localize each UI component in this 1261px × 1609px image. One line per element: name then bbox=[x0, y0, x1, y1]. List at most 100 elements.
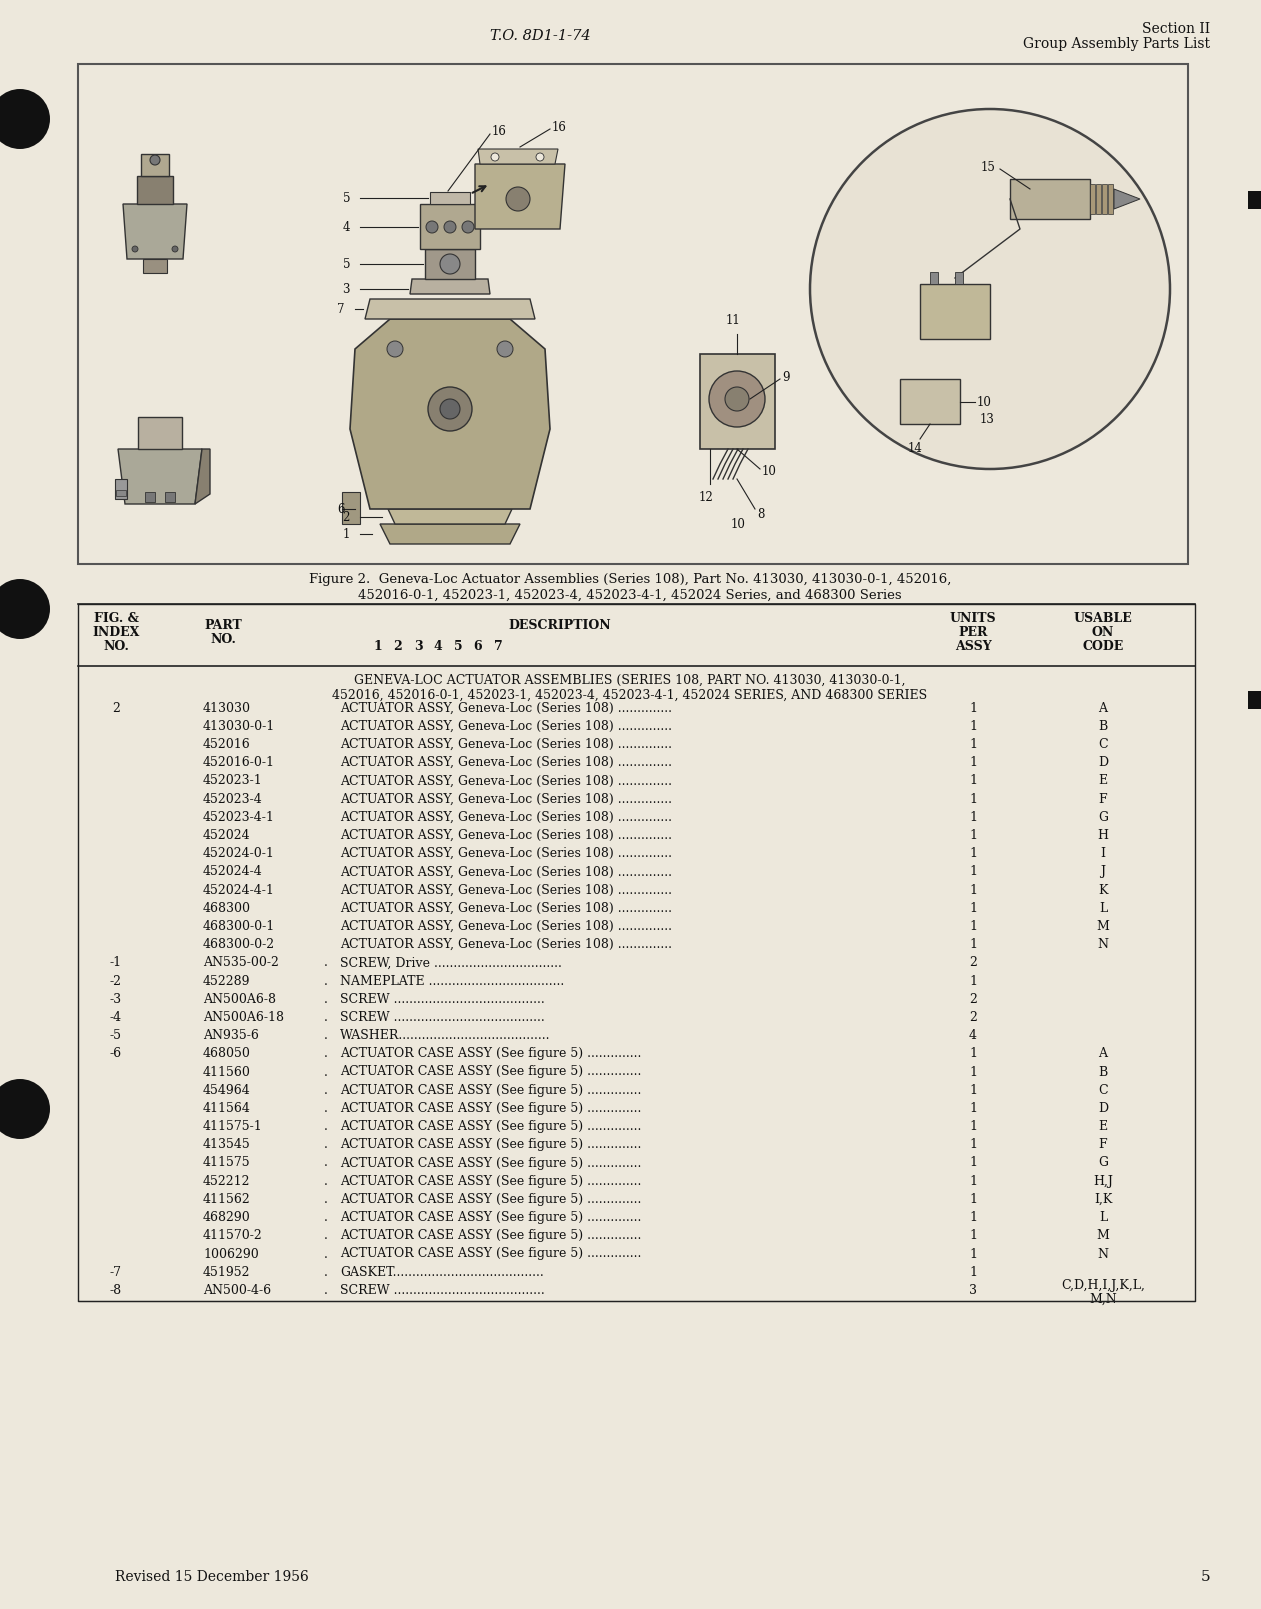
Text: .: . bbox=[324, 1084, 328, 1097]
Text: 452016, 452016-0-1, 452023-1, 452023-4, 452023-4-1, 452024 SERIES, AND 468300 SE: 452016, 452016-0-1, 452023-1, 452023-4, … bbox=[333, 689, 928, 702]
Polygon shape bbox=[351, 319, 550, 508]
Text: 1: 1 bbox=[968, 1120, 977, 1133]
Text: 1: 1 bbox=[968, 739, 977, 751]
Text: B: B bbox=[1098, 719, 1107, 732]
Text: 1: 1 bbox=[968, 1138, 977, 1152]
Text: 452023-4-1: 452023-4-1 bbox=[203, 811, 275, 824]
Text: .: . bbox=[324, 1192, 328, 1205]
Text: L: L bbox=[1098, 901, 1107, 914]
Text: NO.: NO. bbox=[103, 639, 129, 653]
Bar bbox=[1102, 183, 1107, 214]
Text: 7: 7 bbox=[338, 302, 346, 315]
Text: PER: PER bbox=[958, 626, 987, 639]
Text: ACTUATOR ASSY, Geneva-Loc (Series 108) ..............: ACTUATOR ASSY, Geneva-Loc (Series 108) .… bbox=[340, 938, 672, 951]
Text: -4: -4 bbox=[110, 1010, 122, 1023]
Text: 1: 1 bbox=[968, 1084, 977, 1097]
Text: Figure 2.  Geneva-Loc Actuator Assemblies (Series 108), Part No. 413030, 413030-: Figure 2. Geneva-Loc Actuator Assemblies… bbox=[309, 573, 951, 586]
Text: I,K: I,K bbox=[1093, 1192, 1112, 1205]
Text: ACTUATOR ASSY, Geneva-Loc (Series 108) ..............: ACTUATOR ASSY, Geneva-Loc (Series 108) .… bbox=[340, 883, 672, 896]
Circle shape bbox=[426, 220, 438, 233]
Text: ACTUATOR CASE ASSY (See figure 5) ..............: ACTUATOR CASE ASSY (See figure 5) ......… bbox=[340, 1138, 642, 1152]
Text: A: A bbox=[1098, 1047, 1107, 1060]
Bar bbox=[425, 249, 475, 278]
Circle shape bbox=[132, 246, 137, 253]
Text: 454964: 454964 bbox=[203, 1084, 251, 1097]
Text: 6: 6 bbox=[338, 502, 346, 515]
Text: ACTUATOR ASSY, Geneva-Loc (Series 108) ..............: ACTUATOR ASSY, Geneva-Loc (Series 108) .… bbox=[340, 719, 672, 732]
Text: 1: 1 bbox=[968, 829, 977, 842]
Text: 411560: 411560 bbox=[203, 1065, 251, 1078]
Text: 4: 4 bbox=[434, 639, 443, 653]
Text: D: D bbox=[1098, 756, 1108, 769]
Text: 452024: 452024 bbox=[203, 829, 251, 842]
Text: 1: 1 bbox=[968, 1157, 977, 1170]
Text: 4: 4 bbox=[968, 1030, 977, 1043]
Text: 452016-0-1, 452023-1, 452023-4, 452023-4-1, 452024 Series, and 468300 Series: 452016-0-1, 452023-1, 452023-4, 452023-4… bbox=[358, 589, 902, 602]
Bar bbox=[955, 272, 963, 285]
Text: 1: 1 bbox=[343, 528, 351, 541]
Text: 1: 1 bbox=[968, 1047, 977, 1060]
Text: M: M bbox=[1097, 920, 1110, 933]
Text: ASSY: ASSY bbox=[955, 639, 991, 653]
Text: 5: 5 bbox=[343, 191, 351, 204]
Text: WASHER.......................................: WASHER..................................… bbox=[340, 1030, 551, 1043]
Text: 468300-0-1: 468300-0-1 bbox=[203, 920, 275, 933]
Bar bbox=[921, 285, 990, 339]
Text: 411570-2: 411570-2 bbox=[203, 1229, 262, 1242]
Text: H: H bbox=[1097, 829, 1108, 842]
Text: 452016: 452016 bbox=[203, 739, 251, 751]
Text: E: E bbox=[1098, 1120, 1107, 1133]
Text: AN500-4-6: AN500-4-6 bbox=[203, 1284, 271, 1297]
Text: 468300: 468300 bbox=[203, 901, 251, 914]
Text: A: A bbox=[1098, 702, 1107, 714]
Text: .: . bbox=[324, 993, 328, 1006]
Text: .: . bbox=[324, 1266, 328, 1279]
Text: .: . bbox=[324, 1047, 328, 1060]
Text: INDEX: INDEX bbox=[92, 626, 140, 639]
Text: ACTUATOR CASE ASSY (See figure 5) ..............: ACTUATOR CASE ASSY (See figure 5) ......… bbox=[340, 1120, 642, 1133]
Text: N: N bbox=[1097, 938, 1108, 951]
Text: 411575: 411575 bbox=[203, 1157, 251, 1170]
Text: NO.: NO. bbox=[211, 632, 236, 645]
Text: 9: 9 bbox=[782, 370, 789, 383]
Text: 1: 1 bbox=[968, 846, 977, 861]
Text: ACTUATOR ASSY, Geneva-Loc (Series 108) ..............: ACTUATOR ASSY, Geneva-Loc (Series 108) .… bbox=[340, 702, 672, 714]
Text: ACTUATOR ASSY, Geneva-Loc (Series 108) ..............: ACTUATOR ASSY, Geneva-Loc (Series 108) .… bbox=[340, 866, 672, 879]
Text: ACTUATOR ASSY, Geneva-Loc (Series 108) ..............: ACTUATOR ASSY, Geneva-Loc (Series 108) .… bbox=[340, 920, 672, 933]
Text: 12: 12 bbox=[699, 491, 714, 504]
Bar bbox=[141, 154, 169, 175]
Bar bbox=[900, 380, 960, 425]
Text: ACTUATOR ASSY, Geneva-Loc (Series 108) ..............: ACTUATOR ASSY, Geneva-Loc (Series 108) .… bbox=[340, 901, 672, 914]
Text: 7: 7 bbox=[493, 639, 502, 653]
Text: 1: 1 bbox=[968, 866, 977, 879]
Text: .: . bbox=[324, 1175, 328, 1187]
Text: 2: 2 bbox=[112, 702, 120, 714]
Text: C,D,H,I,J,K,L,: C,D,H,I,J,K,L, bbox=[1061, 1279, 1145, 1292]
Text: 468290: 468290 bbox=[203, 1212, 251, 1224]
Polygon shape bbox=[388, 508, 512, 525]
Circle shape bbox=[440, 254, 460, 274]
Polygon shape bbox=[124, 204, 187, 259]
Bar bbox=[165, 492, 175, 502]
Text: 15: 15 bbox=[980, 161, 995, 174]
Polygon shape bbox=[475, 164, 565, 228]
Text: .: . bbox=[324, 1157, 328, 1170]
Text: AN500A6-8: AN500A6-8 bbox=[203, 993, 276, 1006]
Text: 452016-0-1: 452016-0-1 bbox=[203, 756, 275, 769]
Circle shape bbox=[0, 579, 50, 639]
Text: G: G bbox=[1098, 811, 1108, 824]
Circle shape bbox=[387, 341, 404, 357]
Text: ACTUATOR CASE ASSY (See figure 5) ..............: ACTUATOR CASE ASSY (See figure 5) ......… bbox=[340, 1229, 642, 1242]
Text: 1: 1 bbox=[373, 639, 382, 653]
Text: NAMEPLATE ...................................: NAMEPLATE ..............................… bbox=[340, 975, 564, 988]
Bar bbox=[342, 492, 359, 525]
Text: 452023-4: 452023-4 bbox=[203, 793, 262, 806]
Text: 2: 2 bbox=[968, 956, 977, 969]
Text: Section II: Section II bbox=[1142, 23, 1211, 35]
Text: K: K bbox=[1098, 883, 1107, 896]
Text: 10: 10 bbox=[977, 396, 992, 409]
Bar bbox=[700, 354, 776, 449]
Text: 2: 2 bbox=[968, 993, 977, 1006]
Text: ACTUATOR ASSY, Geneva-Loc (Series 108) ..............: ACTUATOR ASSY, Geneva-Loc (Series 108) .… bbox=[340, 811, 672, 824]
Text: 8: 8 bbox=[757, 507, 764, 520]
